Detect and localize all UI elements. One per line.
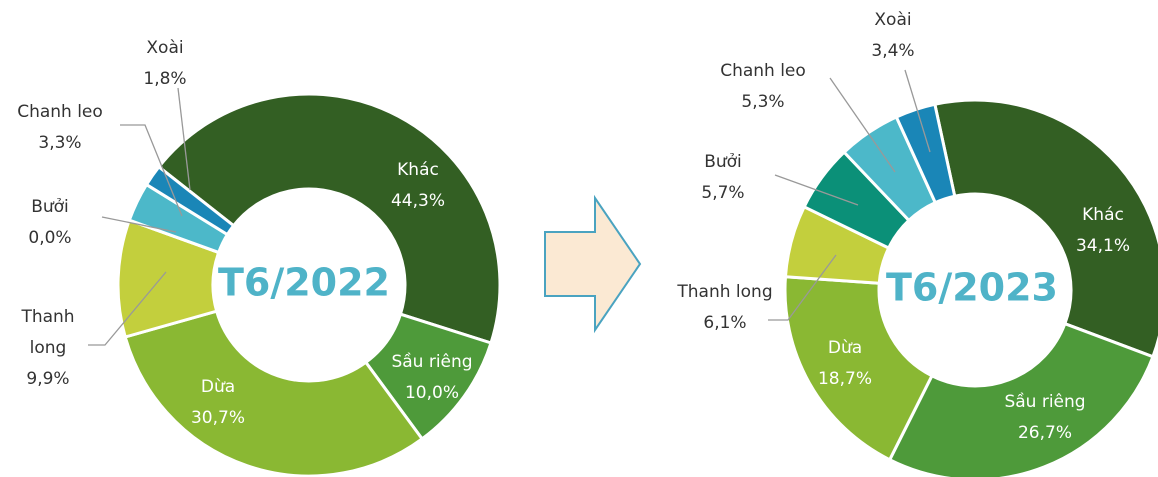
slice-name: Xoài (874, 10, 912, 30)
slice-name: Sầu riêng (1004, 392, 1086, 412)
slice-value: 3,4% (871, 41, 915, 61)
slice-label: Dừa 18,7% (818, 333, 872, 395)
slice-value: 3,3% (38, 133, 82, 153)
slice-label: Bưởi 0,0% (28, 192, 71, 254)
leader-line (177, 87, 191, 191)
slice-value: 5,7% (701, 183, 745, 203)
slice-name: Chanh leo (720, 61, 806, 81)
donut-slice (887, 321, 1155, 477)
slice-value: 9,9% (26, 369, 70, 389)
slice-label: Thanh long 9,9% (13, 302, 83, 395)
center-title: T6/2022 (218, 261, 390, 305)
arrow (544, 194, 642, 334)
leader-line (768, 254, 837, 321)
leader-line (88, 271, 167, 346)
leader-lines (88, 69, 931, 346)
leader-line (904, 69, 931, 153)
slice-label: Bưởi 5,7% (701, 147, 744, 209)
slice-label: Chanh leo 5,3% (720, 56, 806, 118)
slice-value: 30,7% (190, 408, 246, 428)
slice-label: Chanh leo 3,3% (17, 97, 103, 159)
slice-label: Khác 34,1% (1076, 200, 1130, 262)
slice-name: Khác (1082, 205, 1124, 225)
slice-value: 6,1% (703, 313, 747, 333)
slice-name: Thanh long (677, 282, 773, 302)
donut-slice (933, 98, 1158, 359)
slice-value: 44,3% (390, 191, 446, 211)
slice-name: Bưởi (704, 152, 742, 172)
slice-name: Khác (397, 160, 439, 180)
slice-name: Chanh leo (17, 102, 103, 122)
slice-name: Xoài (146, 38, 184, 58)
donut-slice (123, 309, 425, 477)
slice-value: 10,0% (404, 383, 459, 403)
slice-value: 5,3% (741, 92, 785, 112)
leader-line (101, 216, 177, 233)
slice-value: 34,1% (1075, 236, 1131, 256)
slice-value: 0,0% (28, 228, 72, 248)
slice-label: Dừa 30,7% (191, 372, 245, 434)
center-title: T6/2023 (886, 266, 1058, 310)
slice-value: 1,8% (143, 69, 187, 89)
slice-name: Dừa (200, 377, 236, 397)
donut-slice (783, 275, 934, 462)
slice-label: Xoài 3,4% (871, 5, 914, 67)
slice-name: Sầu riêng (391, 352, 473, 372)
leader-line (829, 77, 896, 173)
slice-label: Sầu riêng 10,0% (391, 347, 472, 409)
leader-line (120, 124, 183, 217)
leader-line (774, 174, 859, 206)
donut-slice (894, 102, 957, 205)
slice-label: Khác 44,3% (391, 155, 445, 217)
slice-value: 26,7% (1017, 423, 1072, 443)
slice-label: Sầu riêng 26,7% (1004, 387, 1085, 449)
slice-name: Thanh long (21, 307, 75, 358)
slice-value: 18,7% (817, 369, 873, 389)
slice-name: Dừa (827, 338, 863, 358)
slice-name: Bưởi (31, 197, 69, 217)
donut-slice (156, 92, 502, 345)
slice-label: Thanh long 6,1% (677, 277, 772, 339)
slice-label: Xoài 1,8% (143, 33, 186, 95)
